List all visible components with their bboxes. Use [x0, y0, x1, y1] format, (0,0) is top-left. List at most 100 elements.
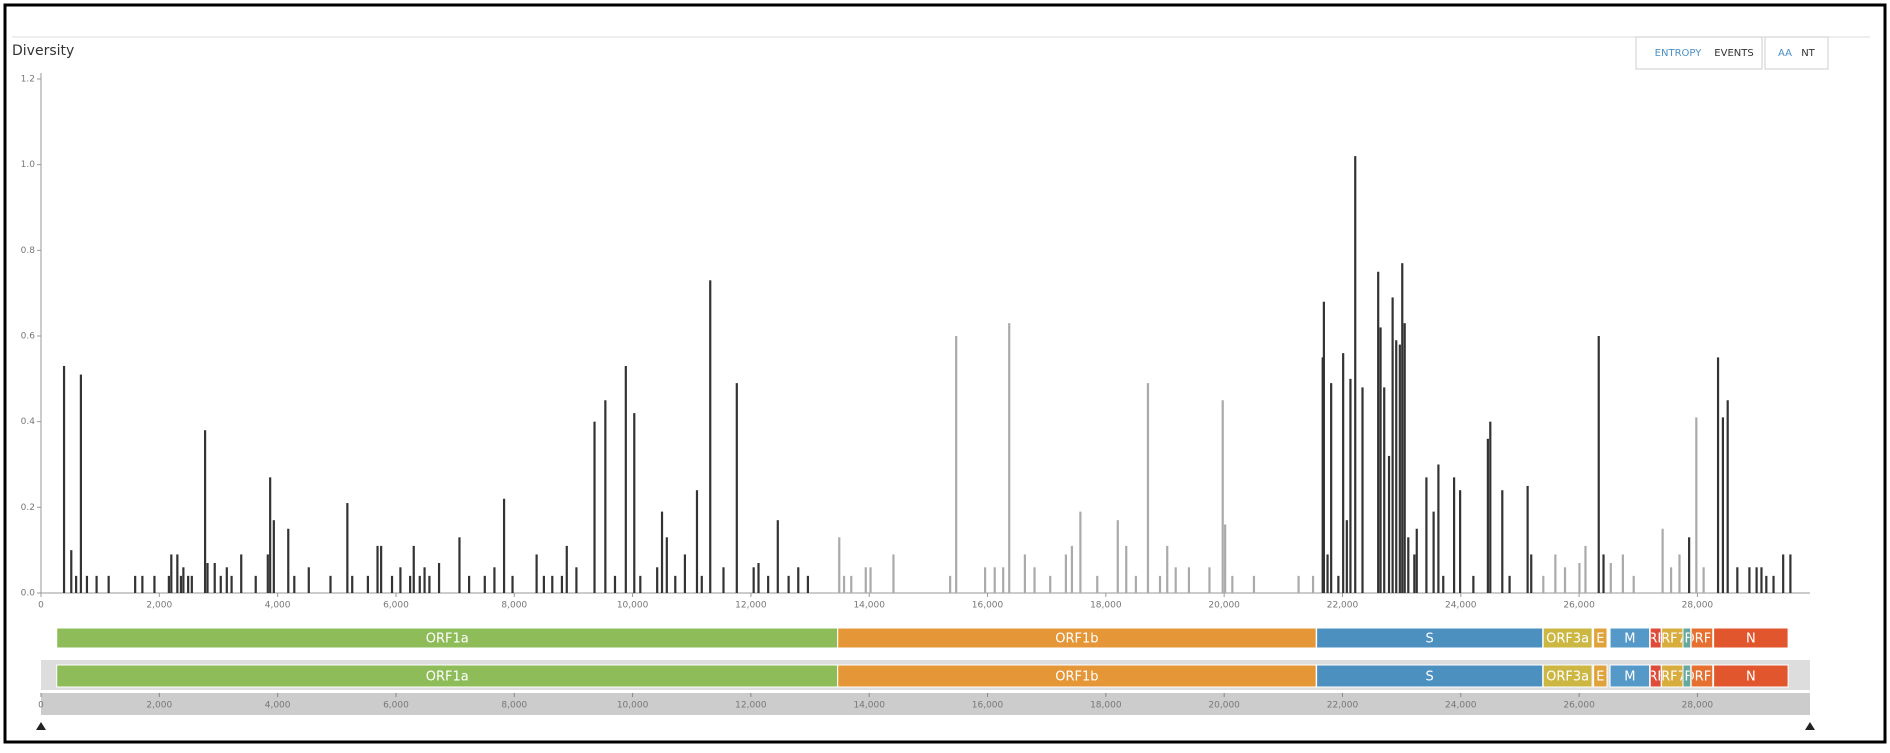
brush-handle-left[interactable] [36, 722, 46, 730]
bar [565, 545, 568, 593]
brush-handle-right[interactable] [1805, 722, 1815, 730]
bar [842, 575, 846, 593]
y-tick-label: 0.2 [21, 503, 35, 513]
bar [107, 575, 110, 593]
bar [869, 567, 872, 593]
bar [85, 575, 89, 593]
bar [1134, 575, 1137, 593]
bar [709, 280, 712, 593]
bar [287, 528, 290, 593]
navigator-tick-label: 2,000 [146, 701, 172, 711]
chart-title: Diversity [12, 43, 74, 59]
navigator-tick-label: 22,000 [1327, 701, 1359, 711]
bar [62, 365, 66, 593]
bar [1116, 520, 1119, 593]
bar [1765, 575, 1768, 593]
navigator-axis-band [41, 693, 1810, 715]
bar [776, 520, 779, 593]
bar [1530, 554, 1533, 593]
bar [1125, 545, 1128, 593]
bar [1379, 327, 1382, 593]
bar [1002, 567, 1005, 593]
bar [179, 575, 183, 593]
bar [1383, 387, 1386, 593]
gene [1609, 664, 1651, 688]
bar [735, 383, 738, 593]
bar [864, 567, 867, 593]
bar [483, 575, 486, 593]
aa-button[interactable]: AA [1778, 48, 1792, 59]
bar [665, 537, 668, 593]
bar [1391, 297, 1394, 593]
bar [1563, 567, 1567, 593]
bar [1096, 575, 1099, 593]
bar [272, 520, 275, 593]
bar [1326, 554, 1329, 593]
bar [1354, 156, 1357, 593]
navigator-tick-label: 4,000 [265, 701, 291, 711]
bar [1361, 387, 1364, 593]
gene-label: E [1596, 632, 1604, 647]
bar [1377, 271, 1380, 593]
bar [955, 336, 958, 593]
x-tick-label: 28,000 [1682, 601, 1714, 611]
bar [1079, 511, 1082, 593]
bar [502, 498, 506, 593]
bar [767, 575, 770, 593]
bar [752, 567, 755, 593]
entropy-button[interactable]: ENTROPY [1655, 48, 1703, 59]
x-tick-label: 20,000 [1208, 601, 1240, 611]
bar [1609, 563, 1612, 593]
bar [722, 567, 725, 593]
bar [75, 575, 78, 593]
gene-label: ORF7a [1651, 670, 1694, 685]
bar [225, 567, 228, 593]
bar [1782, 554, 1785, 593]
bar [656, 567, 659, 593]
gene [1713, 627, 1789, 649]
bar [1442, 575, 1445, 593]
gene [1690, 664, 1714, 688]
bar [1702, 567, 1705, 593]
bar [1174, 567, 1177, 593]
bar [850, 575, 853, 593]
bar [182, 567, 185, 593]
bar [1070, 545, 1074, 593]
bar [1345, 520, 1348, 593]
bar [1146, 383, 1150, 593]
bar [604, 400, 607, 593]
gene [1609, 627, 1651, 649]
bar [1166, 545, 1169, 593]
metric-toggle [1635, 36, 1763, 70]
bar [1459, 490, 1462, 593]
events-button[interactable]: EVENTS [1714, 48, 1753, 59]
bar [660, 511, 664, 593]
gene-label: ORF1a [426, 632, 469, 647]
bar [1669, 567, 1673, 593]
bar [1584, 545, 1587, 593]
bar [1452, 477, 1456, 593]
bar [153, 575, 156, 593]
bar [1486, 438, 1489, 593]
gene-label: M [1624, 670, 1635, 685]
bar [787, 575, 790, 593]
nt-button[interactable]: NT [1801, 48, 1815, 59]
bar [674, 575, 677, 593]
bar [575, 567, 578, 593]
navigator-tick-label: 16,000 [972, 701, 1004, 711]
x-tick-label: 8,000 [501, 601, 527, 611]
x-tick-label: 6,000 [383, 601, 409, 611]
navigator-tick-label: 12,000 [735, 701, 767, 711]
bar [1554, 554, 1557, 593]
bar [1472, 575, 1475, 593]
gene-label: E [1596, 670, 1604, 685]
gene-label: N [1746, 632, 1756, 647]
y-tick-label: 0.6 [21, 332, 36, 342]
bar [329, 575, 332, 593]
bar [838, 537, 841, 593]
bar [1398, 344, 1401, 593]
gene-label: ORF1b [1055, 632, 1098, 647]
x-tick-label: 14,000 [853, 601, 885, 611]
bar [1721, 417, 1725, 593]
bar [1407, 537, 1410, 593]
